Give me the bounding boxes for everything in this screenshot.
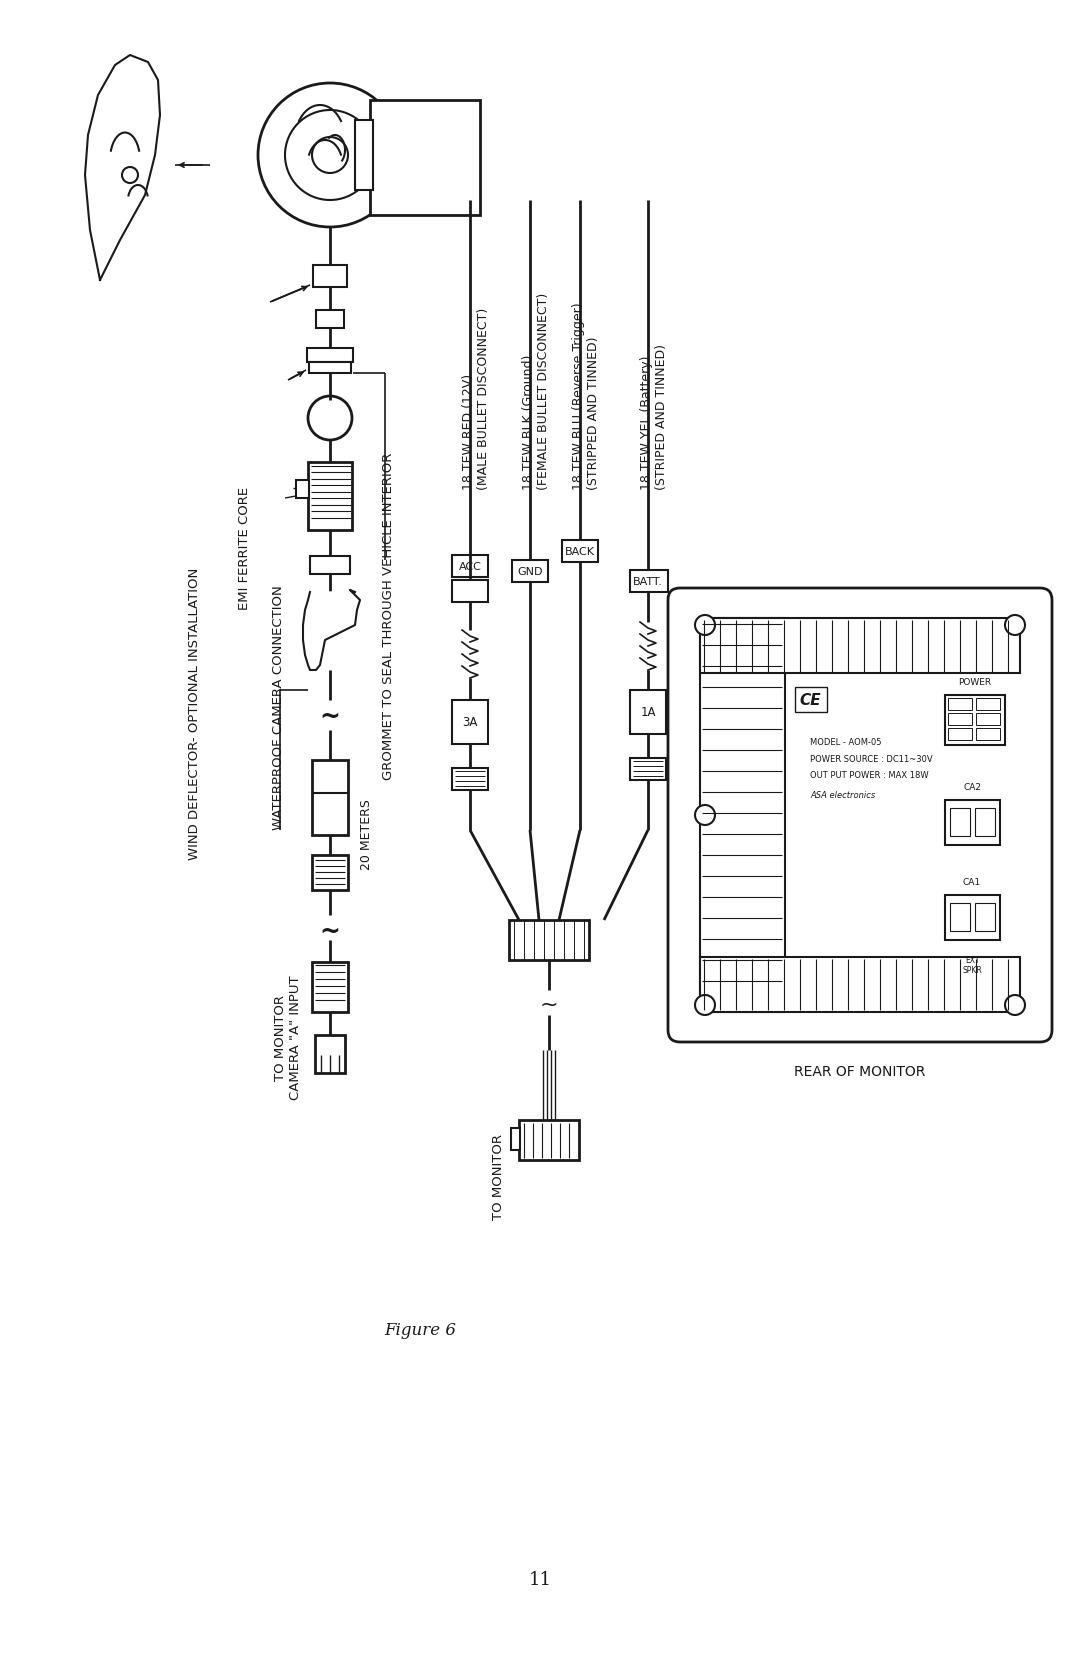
Bar bbox=[453, 768, 488, 789]
Text: 11: 11 bbox=[528, 1571, 552, 1589]
Circle shape bbox=[954, 970, 990, 1006]
Text: TO MONITOR: TO MONITOR bbox=[492, 1133, 505, 1220]
Text: 18 TEW RED (12V)
(MALE BULLET DISCONNECT): 18 TEW RED (12V) (MALE BULLET DISCONNECT… bbox=[462, 307, 490, 491]
Bar bbox=[945, 895, 1000, 940]
Bar bbox=[309, 362, 351, 372]
Circle shape bbox=[696, 995, 715, 1015]
Text: EXT
SPKR: EXT SPKR bbox=[962, 956, 982, 975]
Bar bbox=[950, 903, 970, 931]
Bar bbox=[511, 1128, 519, 1150]
Text: CA2: CA2 bbox=[963, 783, 981, 793]
Bar bbox=[700, 618, 1020, 673]
Circle shape bbox=[696, 614, 715, 634]
Bar bbox=[976, 728, 1000, 739]
Text: MODEL - AOM-05: MODEL - AOM-05 bbox=[810, 738, 881, 748]
Text: CE: CE bbox=[799, 693, 821, 708]
Bar bbox=[945, 799, 1000, 845]
Text: GROMMET TO SEAL THROUGH VEHICLE INTERIOR: GROMMET TO SEAL THROUGH VEHICLE INTERIOR bbox=[381, 452, 394, 779]
Bar bbox=[308, 462, 352, 531]
Text: BATT.: BATT. bbox=[633, 577, 663, 587]
Text: 18 TEW YEL (Battery)
(STRIPED AND TINNED): 18 TEW YEL (Battery) (STRIPED AND TINNED… bbox=[640, 344, 669, 491]
Text: POWER SOURCE : DC11~30V: POWER SOURCE : DC11~30V bbox=[810, 754, 933, 764]
Bar bbox=[975, 808, 995, 836]
Bar bbox=[370, 100, 480, 215]
Bar bbox=[630, 758, 666, 779]
Bar bbox=[453, 581, 488, 603]
Circle shape bbox=[1005, 995, 1025, 1015]
Text: WIND DEFLECTOR- OPTIONAL INSTALLATION: WIND DEFLECTOR- OPTIONAL INSTALLATION bbox=[189, 567, 202, 860]
Bar bbox=[948, 728, 972, 739]
Bar bbox=[312, 759, 348, 834]
Circle shape bbox=[312, 137, 348, 174]
Bar bbox=[316, 310, 345, 329]
Text: ~: ~ bbox=[540, 995, 558, 1015]
Text: CA1: CA1 bbox=[963, 878, 981, 886]
Text: TO MONITOR
CAMERA "A" INPUT: TO MONITOR CAMERA "A" INPUT bbox=[274, 975, 302, 1100]
Bar bbox=[562, 541, 598, 562]
Circle shape bbox=[308, 396, 352, 441]
Bar bbox=[945, 694, 1005, 744]
FancyBboxPatch shape bbox=[669, 587, 1052, 1041]
Bar bbox=[296, 481, 309, 497]
Text: ACC: ACC bbox=[459, 562, 482, 572]
Text: ASA electronics: ASA electronics bbox=[810, 791, 875, 799]
Bar bbox=[948, 713, 972, 724]
Bar bbox=[519, 1120, 579, 1160]
Bar bbox=[307, 349, 353, 362]
Text: POWER: POWER bbox=[958, 678, 991, 688]
Circle shape bbox=[258, 83, 402, 227]
Bar bbox=[315, 1035, 345, 1073]
Circle shape bbox=[696, 804, 715, 824]
Bar bbox=[310, 556, 350, 574]
Bar bbox=[700, 618, 785, 1011]
Bar bbox=[312, 961, 348, 1011]
Bar bbox=[630, 689, 666, 734]
Bar bbox=[700, 956, 1020, 1011]
Bar bbox=[950, 808, 970, 836]
Text: BACK: BACK bbox=[565, 547, 595, 557]
Bar bbox=[630, 571, 669, 592]
Circle shape bbox=[1005, 614, 1025, 634]
Text: WATERPROOF CAMERA CONNECTION: WATERPROOF CAMERA CONNECTION bbox=[271, 586, 284, 829]
Text: ~: ~ bbox=[320, 920, 340, 945]
Text: 1A: 1A bbox=[640, 706, 656, 718]
Bar bbox=[976, 713, 1000, 724]
Text: REAR OF MONITOR: REAR OF MONITOR bbox=[794, 1065, 926, 1078]
Text: 3A: 3A bbox=[462, 716, 477, 728]
Text: GND: GND bbox=[517, 567, 543, 577]
Bar bbox=[453, 556, 488, 577]
Bar bbox=[795, 688, 827, 713]
Text: OUT PUT POWER : MAX 18W: OUT PUT POWER : MAX 18W bbox=[810, 771, 929, 779]
Bar bbox=[313, 265, 347, 287]
Bar bbox=[312, 855, 348, 890]
Bar bbox=[355, 120, 373, 190]
Bar bbox=[512, 561, 548, 582]
Text: EMI FERRITE CORE: EMI FERRITE CORE bbox=[239, 487, 252, 609]
Text: 18 TEW BLU (Reverse Trigger)
(STRIPPED AND TINNED): 18 TEW BLU (Reverse Trigger) (STRIPPED A… bbox=[572, 302, 600, 491]
Circle shape bbox=[285, 110, 375, 200]
Circle shape bbox=[122, 167, 138, 184]
Bar bbox=[509, 920, 589, 960]
Bar bbox=[975, 903, 995, 931]
Bar bbox=[453, 699, 488, 744]
Polygon shape bbox=[303, 591, 360, 669]
Text: 18 TEW BLK (Ground)
(FEMALE BULLET DISCONNECT): 18 TEW BLK (Ground) (FEMALE BULLET DISCO… bbox=[522, 292, 550, 491]
Text: ~: ~ bbox=[320, 704, 340, 729]
Text: Figure 6: Figure 6 bbox=[384, 1322, 456, 1339]
Bar bbox=[948, 698, 972, 709]
Bar bbox=[976, 698, 1000, 709]
Text: 20 METERS: 20 METERS bbox=[360, 799, 373, 870]
